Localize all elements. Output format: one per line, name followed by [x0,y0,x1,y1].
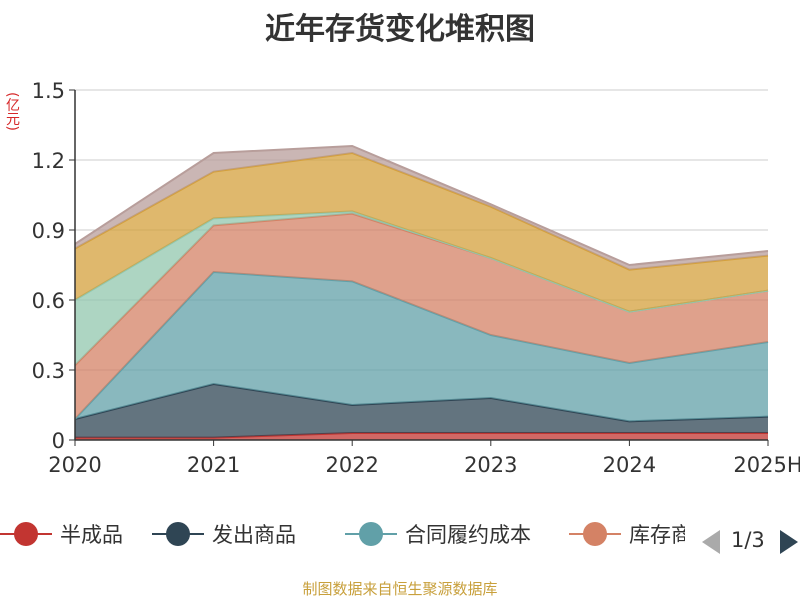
area-series-5 [75,153,768,312]
legend-page-indicator: 1/3 [731,528,765,552]
legend: 半成品 发出商品 合同履约成本 库存商品 1/3 [0,512,800,556]
y-tick-label: 1.5 [32,79,65,103]
legend-item[interactable]: 半成品 [0,520,123,548]
y-axis-unit: (亿元) [4,92,20,131]
legend-next-page-button[interactable] [780,530,798,554]
y-tick-label: 0.9 [32,219,65,243]
legend-label: 合同履约成本 [405,523,531,547]
legend-label: 库存商品 [629,523,685,547]
area-series-1 [75,384,768,438]
series-line-6 [74,144,769,267]
y-tick-label: 1.2 [32,149,65,173]
legend-item[interactable]: 合同履约成本 [345,520,531,548]
x-tick-label: 2025H [733,453,800,477]
legend-label: 半成品 [60,523,123,547]
legend-prev-page-button[interactable] [702,530,720,554]
x-tick-label: 2024 [603,453,656,477]
data-source-note: 制图数据来自恒生聚源数据库 [302,580,498,598]
legend-item[interactable]: 库存商品 [569,520,685,548]
area-series-3 [75,213,768,419]
y-tick-label: 0 [52,429,65,453]
chart-title: 近年存货变化堆积图 [265,12,535,47]
legend-marker [152,520,204,548]
legend-marker [569,520,621,548]
legend-marker [345,520,397,548]
x-tick-label: 2023 [464,453,517,477]
y-tick-label: 0.6 [32,289,65,313]
area-series-0 [75,433,768,440]
x-tick-label: 2021 [187,453,240,477]
legend-items: 半成品 发出商品 合同履约成本 库存商品 [0,512,685,556]
x-tick-label: 2020 [48,453,101,477]
legend-item[interactable]: 发出商品 [152,520,296,548]
axes: 0 0.3 0.6 0.9 1.2 1.5 2020 2021 2022 2023 2024 2025… [32,79,800,477]
series-line-5 [74,151,769,271]
area-series [74,144,769,440]
x-tick-label: 2022 [325,453,378,477]
legend-marker [0,520,52,548]
legend-label: 发出商品 [212,523,296,547]
y-tick-label: 0.3 [32,359,65,383]
chart-plot: 0 0.3 0.6 0.9 1.2 1.5 2020 2021 2022 2023 2024 2025… [32,79,800,477]
area-series-2 [75,272,768,422]
